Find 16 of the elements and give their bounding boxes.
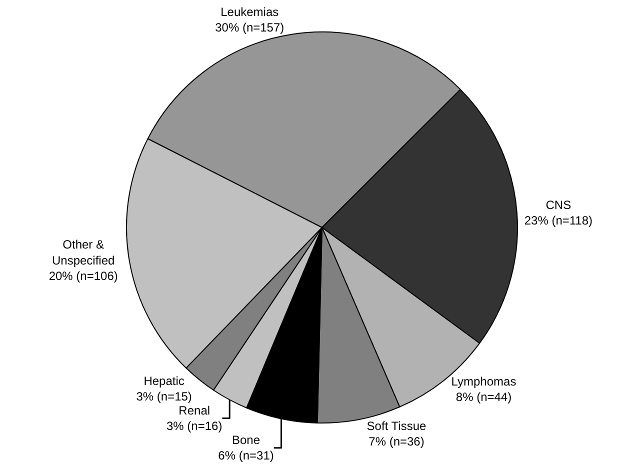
data-label: 3% (n=16)	[166, 419, 222, 434]
slice-label: CNS	[546, 198, 572, 212]
data-label: 7% (n=36)	[368, 434, 424, 448]
slice-label: Hepatic	[144, 374, 184, 388]
slice-label: Soft Tissue	[366, 418, 426, 433]
data-label: 6% (n=31)	[218, 448, 274, 463]
data-label: 30% (n=157)	[215, 20, 284, 35]
slice-label: Lymphomas	[451, 374, 516, 389]
data-label: 3% (n=15)	[136, 389, 192, 404]
data-label: 8% (n=44)	[456, 390, 512, 404]
slice-label: Renal	[178, 403, 210, 418]
slice-label: Leukemias	[220, 5, 279, 20]
data-label: 20% (n=106)	[48, 268, 118, 283]
slice-label: Bone	[232, 433, 260, 448]
data-label: 23% (n=118)	[524, 213, 593, 228]
slice-label: Other & Unspecified	[52, 238, 115, 268]
